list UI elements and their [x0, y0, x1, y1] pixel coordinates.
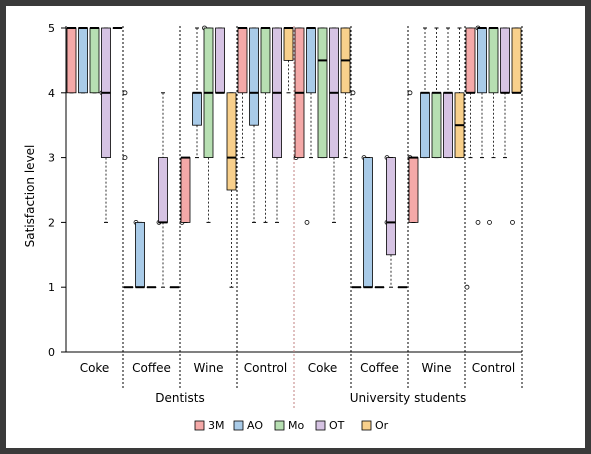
- outlier-point: [510, 219, 515, 225]
- box-or: [226, 92, 237, 191]
- category-label: Coffee: [360, 361, 399, 375]
- group-label: University students: [350, 391, 466, 405]
- box-ot: [386, 157, 396, 256]
- chart-card: Satisfaction level 0 1 2 3 4 5 Coke Coffee Wine C…: [6, 6, 585, 448]
- legend-swatch: [194, 420, 205, 431]
- outlier-point: [350, 90, 356, 96]
- box-3m: [408, 157, 419, 223]
- outlier-point: [122, 155, 128, 161]
- box-ao: [477, 27, 487, 94]
- y-tick-label: 1: [48, 281, 55, 294]
- category-label: Control: [244, 361, 287, 375]
- boxplot-chart: Satisfaction level 0 1 2 3 4 5 Coke Coffee Wine C…: [23, 22, 523, 432]
- box-mo: [260, 27, 271, 94]
- legend-swatch: [361, 420, 372, 431]
- outlier-point: [464, 284, 470, 290]
- box-ao: [135, 221, 145, 288]
- box-ot: [215, 27, 225, 94]
- box-ao: [363, 157, 373, 288]
- legend-label: 3M: [208, 419, 225, 432]
- box-mo: [317, 27, 328, 159]
- category-label: Coke: [308, 361, 338, 375]
- box-3m: [66, 27, 77, 94]
- y-tick-label: 5: [48, 22, 55, 35]
- box-mo: [431, 92, 442, 159]
- category-label: Coffee: [132, 361, 171, 375]
- box-3m: [465, 27, 476, 94]
- box-mo: [488, 27, 499, 94]
- y-tick-label: 0: [48, 346, 55, 359]
- outlier-point: [407, 90, 413, 96]
- outlier-point: [475, 219, 481, 225]
- box-or: [283, 27, 294, 61]
- legend-label: Or: [375, 419, 389, 432]
- y-tick-label: 4: [48, 87, 55, 100]
- group-label: Dentists: [155, 391, 204, 405]
- outlier-point: [122, 90, 128, 96]
- category-label: Wine: [194, 361, 224, 375]
- box-3m: [237, 27, 248, 94]
- outlier-point: [304, 219, 310, 225]
- box-or: [511, 27, 522, 94]
- outlier-point: [487, 219, 492, 225]
- box-ao: [249, 27, 259, 126]
- legend-label: OT: [329, 419, 345, 432]
- box-ao: [192, 92, 202, 126]
- box-ot: [158, 157, 168, 223]
- y-tick-label: 2: [48, 216, 55, 229]
- box-ot: [500, 27, 510, 94]
- box-3m: [180, 157, 191, 223]
- y-tick-label: 3: [48, 152, 55, 165]
- legend-label: Mo: [288, 419, 304, 432]
- category-label: Control: [472, 361, 515, 375]
- box-ao: [420, 92, 430, 159]
- legend-label: AO: [247, 419, 263, 432]
- category-label: Coke: [80, 361, 110, 375]
- legend-swatch: [233, 420, 244, 431]
- y-axis-label: Satisfaction level: [23, 145, 37, 248]
- legend-swatch: [274, 420, 285, 431]
- box-mo: [89, 27, 100, 94]
- box-ao: [78, 27, 88, 94]
- category-label: Wine: [422, 361, 452, 375]
- legend-swatch: [315, 420, 326, 431]
- box-ot: [443, 92, 453, 159]
- box-ao: [306, 27, 316, 94]
